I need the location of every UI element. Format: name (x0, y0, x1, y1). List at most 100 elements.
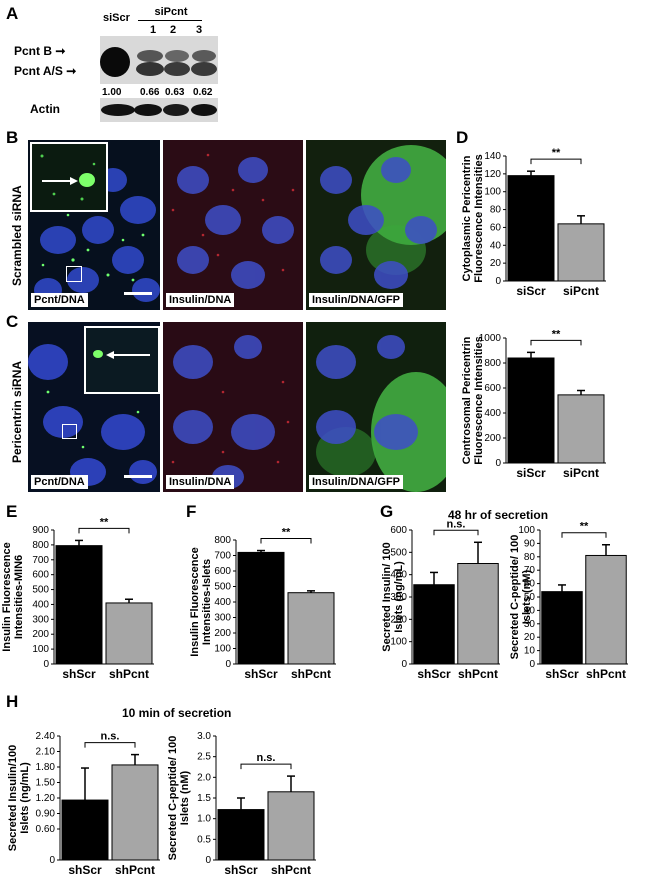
panel-letter-d: D (456, 128, 469, 147)
y-axis-label: Insulin FluorescenceIntensities-Islets (189, 547, 213, 656)
y-tick-label: 400 (32, 599, 49, 610)
bar-sipcnt (557, 223, 605, 282)
y-tick-label: 1.50 (36, 778, 56, 789)
band-label-pcnt-as: Pcnt A/S ➞ (14, 64, 77, 78)
micrograph-c-insulin-dna-gfp: Insulin/DNA/GFP (306, 322, 446, 492)
micrograph-b-insulin-dna: Insulin/DNA (163, 140, 303, 310)
y-tick-label: 120 (484, 169, 501, 180)
y-tick-label: 100 (518, 525, 535, 536)
y-tick-label: 1.0 (197, 814, 211, 825)
panel-letter-a: A (6, 4, 19, 23)
panel-letter-e: E (6, 502, 18, 521)
image-label-b1: Pcnt/DNA (31, 293, 88, 307)
bar-siscr (507, 175, 555, 282)
y-tick-label: 300 (214, 613, 231, 624)
y-axis-label-line: Secreted Insulin/ 100 (381, 542, 393, 651)
bar-shpcnt (287, 592, 335, 665)
significance-label: ** (580, 521, 589, 533)
y-tick-label: 3.0 (197, 731, 211, 742)
inset-zoom-b (30, 142, 108, 212)
bar-shscr (217, 809, 265, 861)
image-label-c1: Pcnt/DNA (31, 475, 88, 489)
significance-label: n.s. (257, 752, 276, 764)
y-tick-label: 60 (524, 579, 536, 590)
micrograph-c-insulin-dna: Insulin/DNA (163, 322, 303, 492)
y-tick-label: 600 (484, 383, 501, 394)
significance-label: ** (282, 527, 291, 539)
chart-d2: 0 200 400 600 800 1000 siScr siPcnt ** Centrosoma… (461, 328, 606, 480)
y-tick-label: 0.90 (36, 809, 56, 820)
chart-title-h: 10 min of secretion (122, 706, 232, 720)
panel-letter-f: F (186, 502, 197, 521)
x-category-label: shScr (224, 863, 258, 877)
y-tick-label: 800 (32, 540, 49, 551)
significance-bracket (78, 527, 130, 534)
x-category-label: shPcnt (291, 667, 331, 681)
blot-pcnt-bands (100, 47, 217, 77)
lane-label-siscr: siScr (103, 12, 130, 24)
x-category-label: shPcnt (271, 863, 311, 877)
y-tick-label: 500 (390, 547, 407, 558)
ratio-3: 0.62 (193, 87, 213, 98)
x-category-label: shPcnt (109, 667, 149, 681)
significance-label: n.s. (101, 731, 120, 743)
y-axis-label-line: Cytoplasmic Pericentrin (461, 155, 473, 281)
micrograph-c1-art (28, 344, 157, 486)
blot-actin-bands (101, 104, 217, 116)
y-tick-label: 1000 (479, 333, 502, 344)
ratio-2: 0.63 (165, 87, 185, 98)
y-tick-label: 700 (214, 551, 231, 562)
y-tick-label: 600 (32, 570, 49, 581)
y-tick-label: 10 (524, 646, 536, 657)
y-axis-label-line: Islets (ng/mL) (19, 762, 31, 834)
micrograph-b-pcnt-dna: Pcnt/DNA (28, 140, 160, 310)
y-tick-label: 0 (529, 659, 535, 670)
y-tick-label: 80 (490, 205, 502, 216)
x-category-label: shPcnt (586, 667, 626, 681)
chart-g1: 0 100 200 300 400 500 600 shScr shPcnt n.s. Secret… (381, 518, 500, 681)
significance-bracket (561, 532, 607, 538)
y-axis-label: Insulin FluorescenceIntensities-MIN6 (1, 542, 25, 651)
y-tick-label: 200 (484, 433, 501, 444)
y-tick-label: 80 (524, 552, 536, 563)
group-label-sipcnt: siPcnt (154, 6, 188, 18)
micrograph-c3-art (316, 335, 446, 492)
significance-label: n.s. (447, 518, 466, 530)
inset-b-art (40, 154, 96, 201)
y-axis-label: Centrosomal PericentrinFluorescence Inte… (461, 336, 485, 464)
y-axis-label: Secreted C-peptide/ 100Islets (nM) (509, 535, 533, 660)
y-tick-label: 90 (524, 538, 536, 549)
x-category-label: shPcnt (458, 667, 498, 681)
y-tick-label: 300 (32, 614, 49, 625)
y-tick-label: 200 (32, 629, 49, 640)
y-tick-label: 200 (390, 614, 407, 625)
y-tick-label: 0 (495, 458, 501, 469)
y-tick-label: 400 (214, 597, 231, 608)
y-tick-label: 0 (495, 276, 501, 287)
x-category-label: siScr (516, 284, 546, 298)
y-tick-label: 2.5 (197, 752, 211, 763)
bar-shscr (541, 591, 583, 665)
chart-title-g: 48 hr of secretion (448, 508, 549, 522)
roi-box-b (66, 266, 82, 282)
bar-shscr (237, 551, 285, 665)
bar-shpcnt (457, 563, 499, 665)
bar-siscr (507, 357, 555, 464)
western-blot-pcnt (100, 36, 218, 84)
bar-shpcnt (105, 602, 153, 665)
micrograph-c-pcnt-dna: Pcnt/DNA (28, 322, 160, 492)
y-tick-label: 20 (524, 632, 536, 643)
ratio-0: 1.00 (102, 87, 122, 98)
significance-label: ** (100, 516, 109, 528)
panel-letter-h: H (6, 692, 19, 711)
significance-label: ** (552, 147, 561, 159)
y-axis-label-line: Secreted Insulin/100 (7, 745, 19, 851)
panel-letter-b: B (6, 128, 19, 147)
micrograph-b2-art (163, 140, 303, 310)
y-axis-label-line: Fluorescence Intensities (473, 336, 485, 464)
image-label-b2: Insulin/DNA (166, 293, 235, 307)
y-tick-label: 700 (32, 555, 49, 566)
y-axis-label: Secreted Insulin/ 100Islets (ng/mL) (381, 542, 405, 651)
image-label-c2: Insulin/DNA (166, 475, 235, 489)
y-axis-label-line: Fluorescence Intensities (473, 154, 485, 282)
